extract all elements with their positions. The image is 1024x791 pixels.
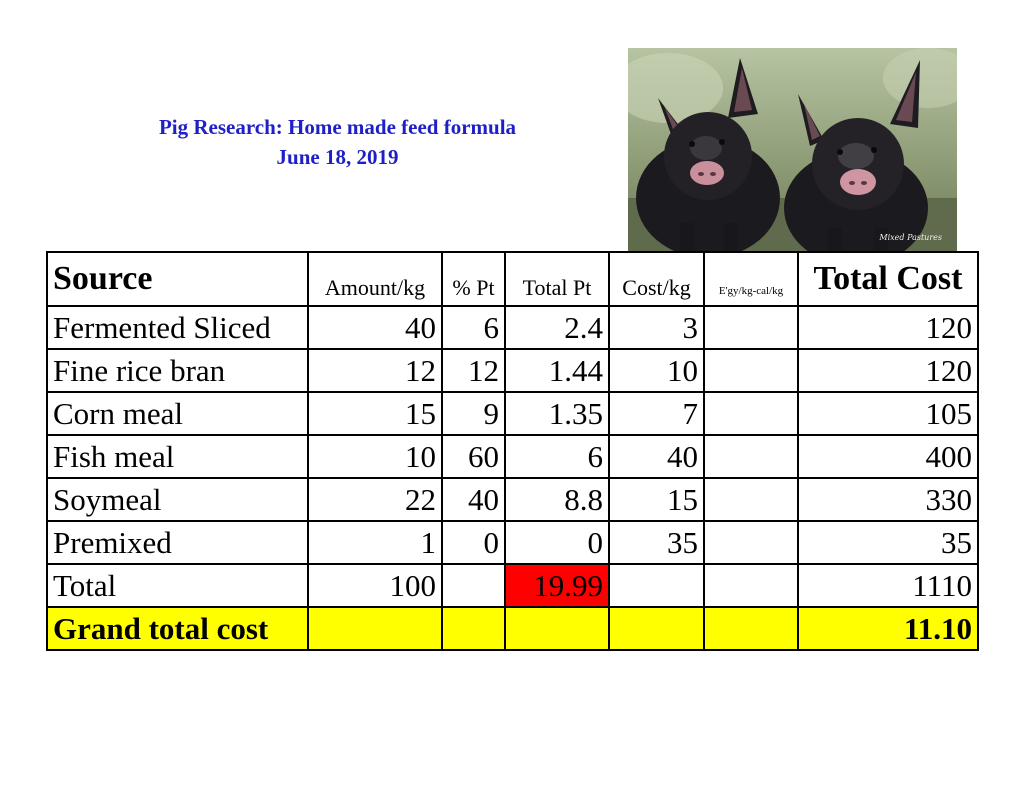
cell-total-cost: 120	[797, 305, 979, 350]
header-pct-protein: % Pt	[441, 251, 506, 307]
table-row: Fermented Sliced 40 6 2.4 3 120	[46, 305, 979, 350]
header-cost-per-kg: Cost/kg	[608, 251, 705, 307]
cell-total-protein: 1.44	[504, 348, 610, 393]
cell-pct-protein: 12	[441, 348, 506, 393]
total-energy-empty	[703, 563, 799, 608]
header-source: Source	[46, 251, 309, 307]
document-title: Pig Research: Home made feed formula	[158, 115, 517, 139]
total-row: Total 100 19.99 1110	[46, 563, 979, 608]
cell-total-cost: 330	[797, 477, 979, 522]
cell-amount: 40	[307, 305, 443, 350]
two-black-piglets-photo: Mixed Pastures	[628, 48, 957, 251]
document-title-block: Pig Research: Home made feed formula Jun…	[60, 112, 615, 172]
table-row: Corn meal 15 9 1.35 7 105	[46, 391, 979, 436]
cell-amount: 22	[307, 477, 443, 522]
cell-total-cost: 400	[797, 434, 979, 479]
cell-energy	[703, 434, 799, 479]
cell-total-cost: 35	[797, 520, 979, 565]
total-cost: 1110	[797, 563, 979, 608]
cell-source: Fermented Sliced	[46, 305, 309, 350]
header-energy: E'gy/kg-cal/kg	[703, 251, 799, 307]
document-date: June 18, 2019	[276, 145, 399, 169]
cell-pct-protein: 60	[441, 434, 506, 479]
table-row: Soymeal 22 40 8.8 15 330	[46, 477, 979, 522]
cell-energy	[703, 520, 799, 565]
cell-energy	[703, 477, 799, 522]
cell-total-protein: 2.4	[504, 305, 610, 350]
cell-total-cost: 105	[797, 391, 979, 436]
grand-total-value: 11.10	[797, 606, 979, 651]
table-header-row: Source Amount/kg % Pt Total Pt Cost/kg E…	[46, 251, 979, 307]
grand-empty-cell	[608, 606, 705, 651]
header-total-protein: Total Pt	[504, 251, 610, 307]
cell-pct-protein: 0	[441, 520, 506, 565]
cell-total-cost: 120	[797, 348, 979, 393]
table-row: Fish meal 10 60 6 40 400	[46, 434, 979, 479]
table-row: Fine rice bran 12 12 1.44 10 120	[46, 348, 979, 393]
total-amount: 100	[307, 563, 443, 608]
cell-source: Soymeal	[46, 477, 309, 522]
cell-cost-per-kg: 35	[608, 520, 705, 565]
grand-empty-cell	[703, 606, 799, 651]
cell-pct-protein: 40	[441, 477, 506, 522]
cell-amount: 10	[307, 434, 443, 479]
photo-watermark-logo: Mixed Pastures	[878, 233, 942, 242]
cell-total-protein: 8.8	[504, 477, 610, 522]
grand-empty-cell	[504, 606, 610, 651]
cell-cost-per-kg: 40	[608, 434, 705, 479]
cell-total-protein: 1.35	[504, 391, 610, 436]
total-pct-protein-empty	[441, 563, 506, 608]
cell-energy	[703, 348, 799, 393]
grand-total-label: Grand total cost	[46, 606, 309, 651]
cell-cost-per-kg: 10	[608, 348, 705, 393]
cell-source: Premixed	[46, 520, 309, 565]
header-amount: Amount/kg	[307, 251, 443, 307]
cell-total-protein: 6	[504, 434, 610, 479]
cell-energy	[703, 305, 799, 350]
grand-empty-cell	[441, 606, 506, 651]
cell-cost-per-kg: 3	[608, 305, 705, 350]
cell-amount: 12	[307, 348, 443, 393]
cell-cost-per-kg: 15	[608, 477, 705, 522]
feed-formula-table: Source Amount/kg % Pt Total Pt Cost/kg E…	[46, 251, 979, 651]
cell-source: Fish meal	[46, 434, 309, 479]
grand-empty-cell	[307, 606, 443, 651]
grand-total-row: Grand total cost 11.10	[46, 606, 979, 651]
total-protein-highlight: 19.99	[504, 563, 610, 608]
cell-source: Corn meal	[46, 391, 309, 436]
cell-pct-protein: 6	[441, 305, 506, 350]
cell-source: Fine rice bran	[46, 348, 309, 393]
cell-total-protein: 0	[504, 520, 610, 565]
cell-energy	[703, 391, 799, 436]
total-label: Total	[46, 563, 309, 608]
cell-amount: 15	[307, 391, 443, 436]
cell-cost-per-kg: 7	[608, 391, 705, 436]
cell-amount: 1	[307, 520, 443, 565]
total-cost-per-kg-empty	[608, 563, 705, 608]
header-total-cost: Total Cost	[797, 251, 979, 307]
table-row: Premixed 1 0 0 35 35	[46, 520, 979, 565]
cell-pct-protein: 9	[441, 391, 506, 436]
